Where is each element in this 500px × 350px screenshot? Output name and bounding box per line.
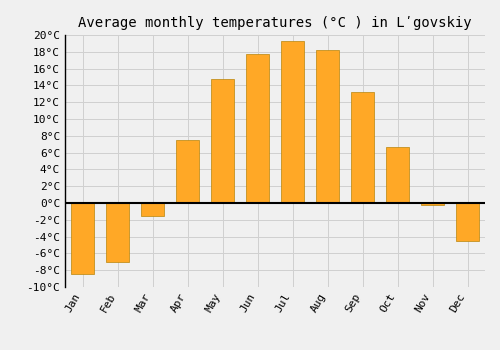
Bar <box>71 203 94 274</box>
Bar <box>176 140 199 203</box>
Bar <box>141 203 164 216</box>
Title: Average monthly temperatures (°C ) in Lʹgovskiy: Average monthly temperatures (°C ) in Lʹ… <box>78 16 472 30</box>
Bar <box>456 203 479 241</box>
Bar <box>421 203 444 205</box>
Bar <box>386 147 409 203</box>
Bar <box>316 50 339 203</box>
Bar <box>106 203 129 262</box>
Bar <box>211 79 234 203</box>
Bar <box>246 54 269 203</box>
Bar <box>351 92 374 203</box>
Bar <box>281 41 304 203</box>
